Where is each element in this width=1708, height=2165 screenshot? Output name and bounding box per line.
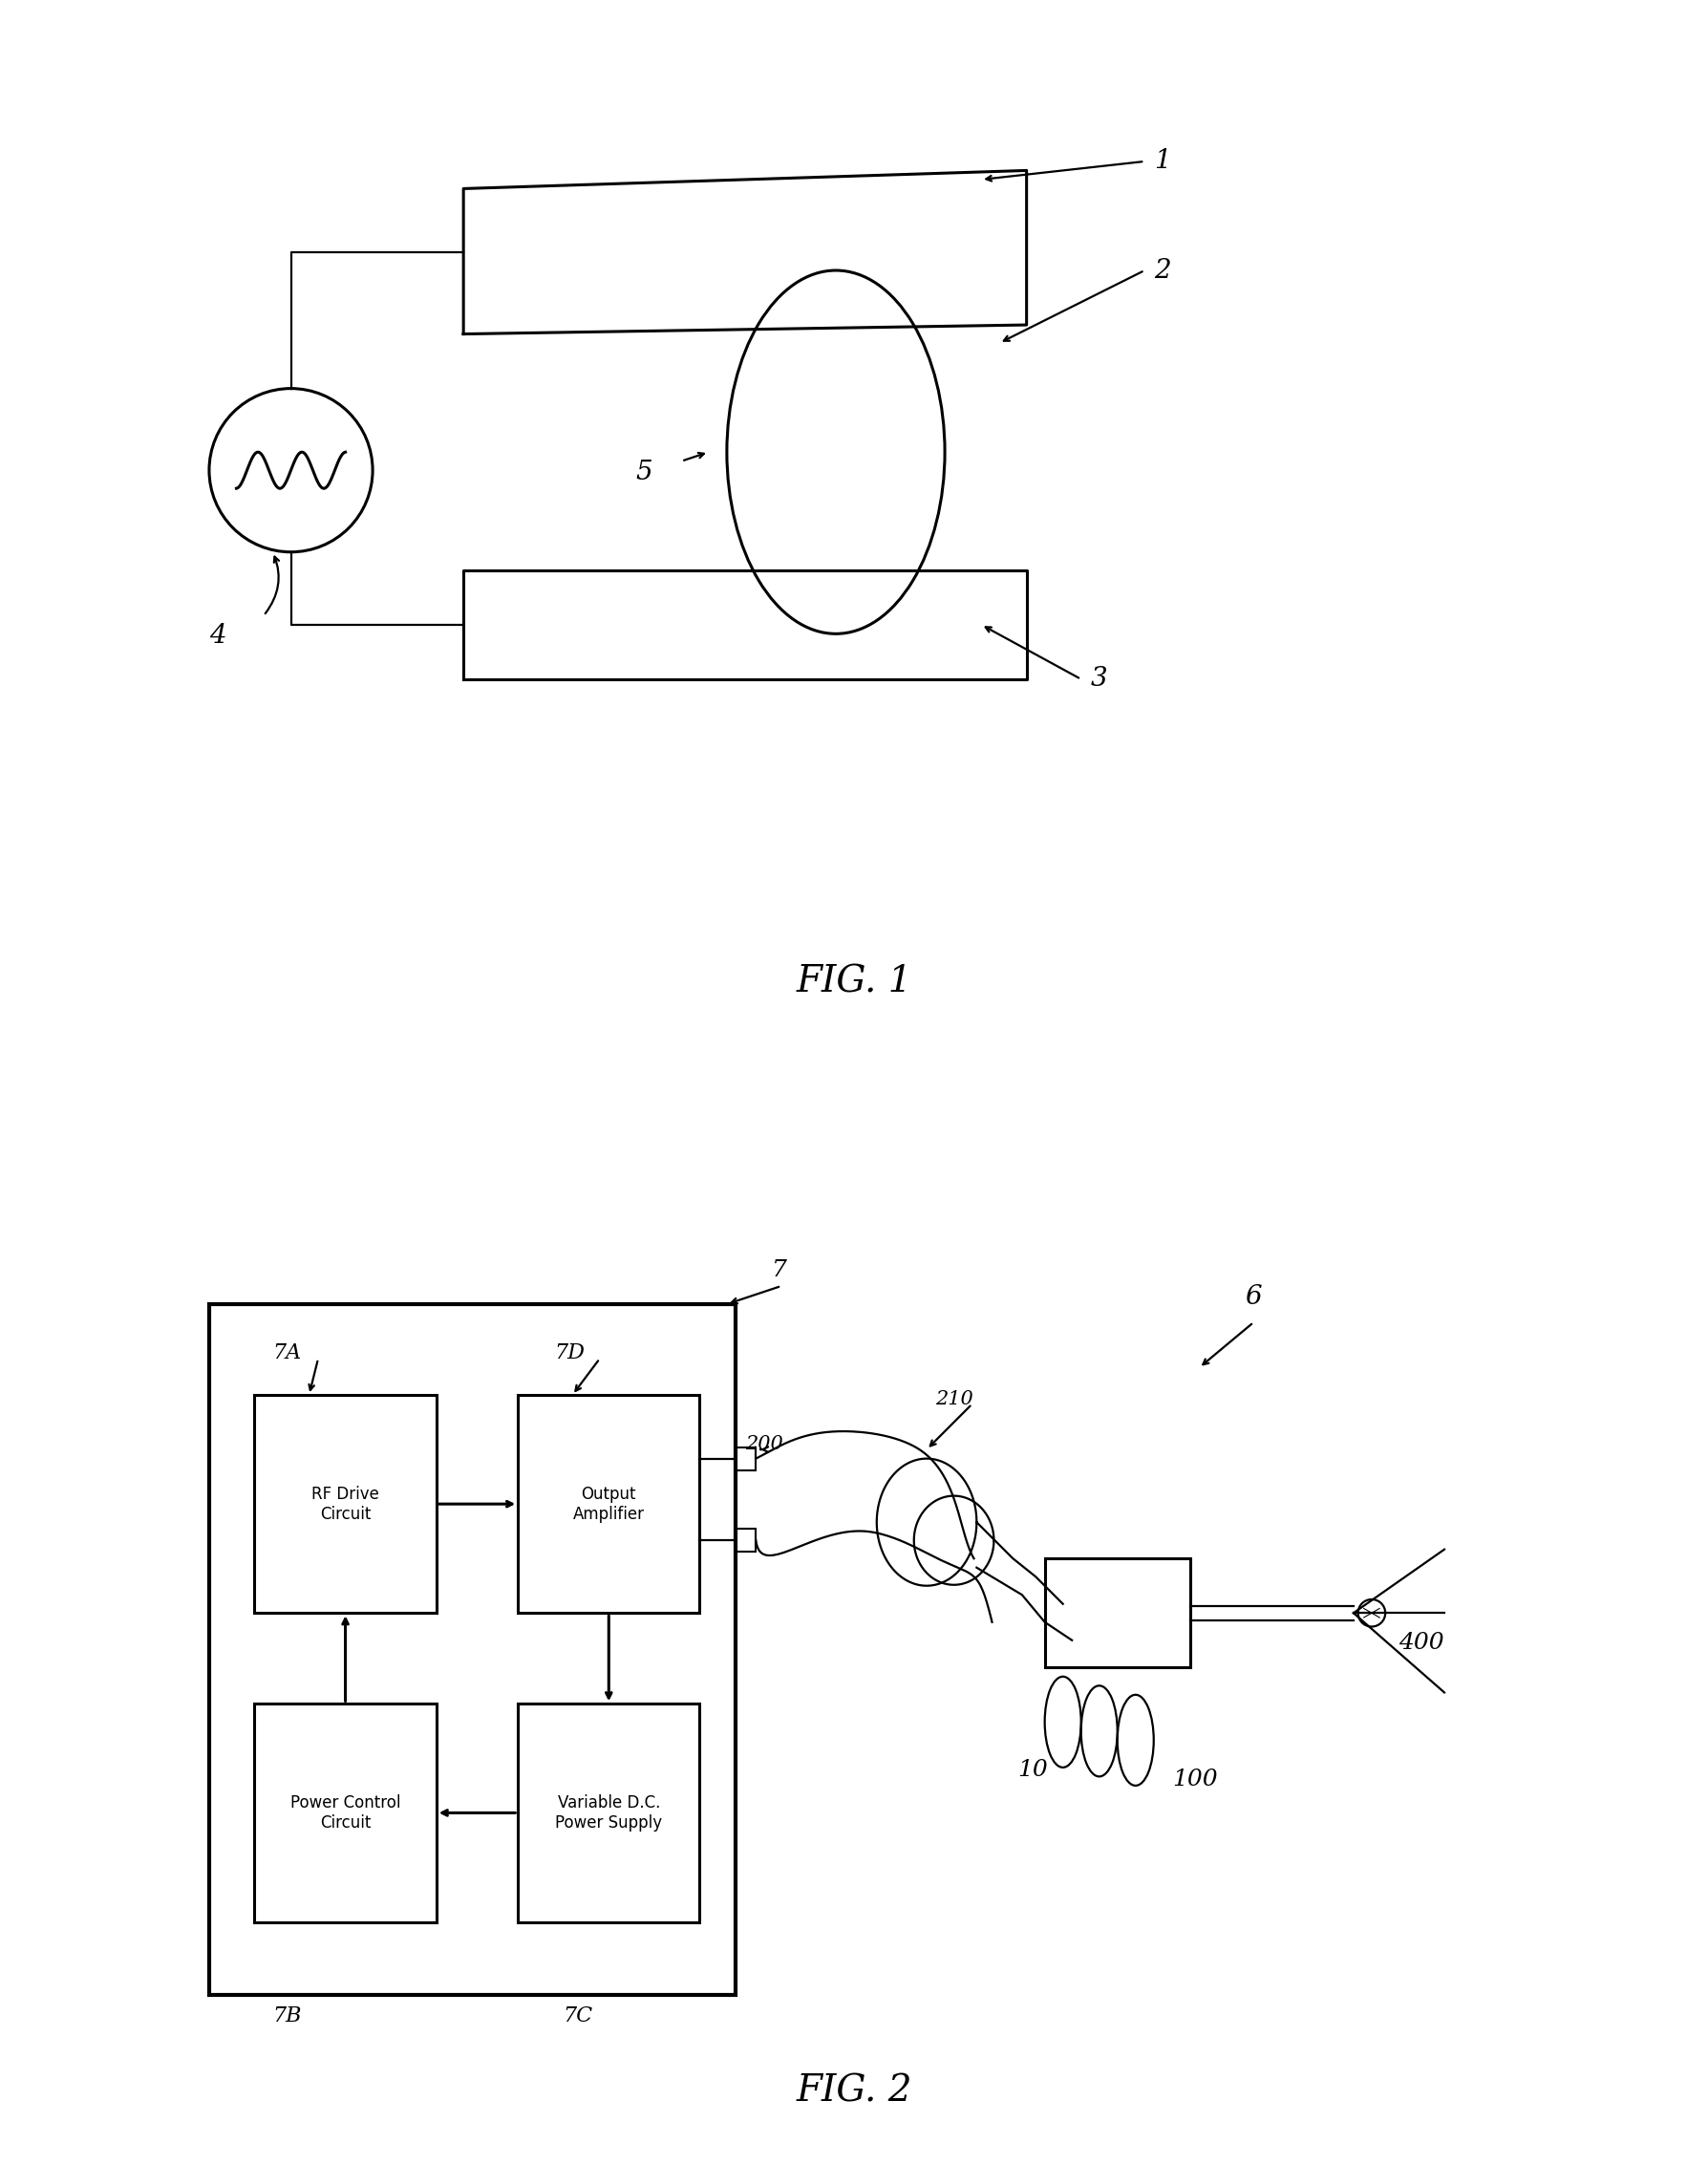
Text: 4: 4 xyxy=(208,624,225,650)
Text: 7D: 7D xyxy=(555,1342,584,1364)
Text: 5: 5 xyxy=(635,459,652,485)
Bar xyxy=(518,1394,700,1613)
Text: 7A: 7A xyxy=(273,1342,302,1364)
Text: 7C: 7C xyxy=(564,2005,593,2026)
Text: FIG. 1: FIG. 1 xyxy=(796,966,912,1000)
Text: 3: 3 xyxy=(1090,667,1107,693)
Bar xyxy=(518,1704,700,1923)
Text: 400: 400 xyxy=(1399,1632,1445,1654)
Bar xyxy=(208,1303,736,1994)
Text: 2: 2 xyxy=(1153,258,1170,284)
Text: 100: 100 xyxy=(1172,1769,1218,1790)
Text: 200: 200 xyxy=(745,1435,782,1453)
Bar xyxy=(736,1446,757,1470)
Text: 6: 6 xyxy=(1245,1284,1262,1310)
Text: 210: 210 xyxy=(936,1390,974,1407)
Bar xyxy=(736,1528,757,1552)
Text: Power Control
Circuit: Power Control Circuit xyxy=(290,1795,401,1832)
Text: 10: 10 xyxy=(1018,1760,1047,1782)
Text: Output
Amplifier: Output Amplifier xyxy=(572,1485,644,1522)
Text: 1: 1 xyxy=(1153,149,1170,175)
Text: FIG. 2: FIG. 2 xyxy=(796,2074,912,2109)
Bar xyxy=(1045,1559,1190,1667)
Bar xyxy=(254,1704,436,1923)
Text: 7: 7 xyxy=(772,1260,787,1282)
Text: Variable D.C.
Power Supply: Variable D.C. Power Supply xyxy=(555,1795,663,1832)
Bar xyxy=(254,1394,436,1613)
Text: RF Drive
Circuit: RF Drive Circuit xyxy=(311,1485,379,1522)
Text: 7B: 7B xyxy=(273,2005,302,2026)
